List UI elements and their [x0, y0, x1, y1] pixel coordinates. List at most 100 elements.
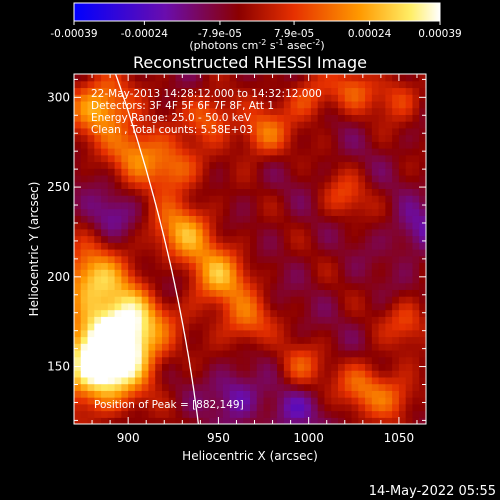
heatmap-cell	[371, 255, 380, 264]
heatmap-cell	[398, 370, 407, 378]
heatmap-cell	[222, 275, 231, 284]
heatmap-cell	[222, 302, 231, 311]
heatmap-cell	[412, 289, 420, 297]
heatmap-cell	[398, 174, 407, 183]
heatmap-cell	[290, 275, 298, 284]
heatmap-cell	[107, 121, 116, 129]
peak-label: Position of Peak = [882,149]	[94, 399, 244, 411]
heatmap-cell	[243, 242, 251, 250]
heatmap-cell	[107, 181, 116, 190]
heatmap-cell	[256, 161, 265, 169]
heatmap-cell	[317, 80, 326, 89]
heatmap-cell	[243, 134, 251, 142]
heatmap-cell	[351, 255, 359, 264]
heatmap-cell	[338, 168, 346, 176]
heatmap-cell	[74, 296, 82, 304]
heatmap-cell	[317, 208, 326, 216]
heatmap-cell	[371, 235, 380, 243]
heatmap-cell	[310, 410, 319, 418]
heatmap-cell	[202, 141, 210, 149]
heatmap-cell	[162, 349, 170, 358]
heatmap-cell	[141, 410, 150, 418]
heatmap-cell	[310, 275, 319, 284]
heatmap-cell	[412, 383, 420, 391]
heatmap-cell	[162, 336, 170, 344]
heatmap-cell	[392, 403, 400, 412]
heatmap-cell	[263, 390, 271, 398]
heatmap-cell	[304, 289, 312, 297]
heatmap-cell	[371, 397, 380, 405]
heatmap-cell	[202, 390, 210, 398]
heatmap-cell	[107, 174, 116, 183]
heatmap-cell	[419, 403, 426, 412]
heatmap-cell	[87, 302, 95, 311]
heatmap-cell	[256, 148, 265, 156]
heatmap-cell	[209, 121, 217, 129]
heatmap-cell	[229, 208, 238, 216]
heatmap-cell	[338, 282, 346, 290]
heatmap-cell	[297, 154, 305, 163]
heatmap-cell	[162, 201, 170, 210]
heatmap-cell	[114, 228, 122, 237]
heatmap-cell	[405, 100, 414, 109]
heatmap-cell	[141, 87, 150, 95]
heatmap-cell	[405, 154, 414, 163]
heatmap-cell	[202, 127, 210, 136]
heatmap-cell	[304, 309, 312, 317]
heatmap-cell	[392, 87, 400, 95]
heatmap-cell	[175, 262, 183, 270]
heatmap-cell	[398, 188, 407, 196]
heatmap-cell	[412, 100, 420, 109]
heatmap-cell	[114, 94, 122, 102]
heatmap-cell	[189, 309, 197, 317]
heatmap-cell	[94, 242, 102, 250]
heatmap-cell	[87, 114, 95, 122]
heatmap-cell	[392, 215, 400, 223]
heatmap-cell	[121, 235, 129, 243]
heatmap-cell	[277, 161, 285, 169]
heatmap-cell	[101, 397, 109, 405]
heatmap-cell	[128, 376, 136, 385]
heatmap-cell	[283, 141, 292, 149]
heatmap-cell	[331, 343, 339, 351]
heatmap-cell	[250, 127, 258, 136]
heatmap-cell	[398, 249, 407, 257]
heatmap-cell	[175, 114, 183, 122]
heatmap-cell	[209, 114, 217, 122]
heatmap-cell	[243, 390, 251, 398]
heatmap-cell	[229, 188, 238, 196]
heatmap-cell	[87, 336, 95, 344]
heatmap-cell	[290, 168, 298, 176]
heatmap-cell	[344, 127, 353, 136]
heatmap-cell	[175, 349, 183, 358]
heatmap-cell	[412, 403, 420, 412]
heatmap-cell	[243, 302, 251, 311]
heatmap-cell	[94, 289, 102, 297]
heatmap-cell	[202, 403, 210, 412]
heatmap-cell	[195, 262, 204, 270]
heatmap-cell	[392, 302, 400, 311]
heatmap-cell	[128, 168, 136, 176]
heatmap-cell	[168, 168, 177, 176]
heatmap-cell	[94, 174, 102, 183]
heatmap-cell	[195, 390, 204, 398]
heatmap-cell	[304, 282, 312, 290]
heatmap-cell	[182, 174, 190, 183]
heatmap-cell	[195, 154, 204, 163]
heatmap-cell	[283, 195, 292, 203]
heatmap-cell	[358, 148, 366, 156]
heatmap-cell	[371, 215, 380, 223]
heatmap-cell	[290, 390, 298, 398]
heatmap-cell	[304, 329, 312, 338]
heatmap-cell	[263, 410, 271, 418]
heatmap-cell	[229, 323, 238, 331]
heatmap-cell	[175, 127, 183, 136]
heatmap-cell	[155, 397, 163, 405]
heatmap-cell	[317, 282, 326, 290]
annotation-counts: Clean , Total counts: 5.58E+03	[91, 124, 253, 136]
heatmap-cell	[270, 376, 278, 385]
heatmap-cell	[222, 296, 231, 304]
heatmap-cell	[202, 397, 210, 405]
heatmap-cell	[378, 154, 386, 163]
